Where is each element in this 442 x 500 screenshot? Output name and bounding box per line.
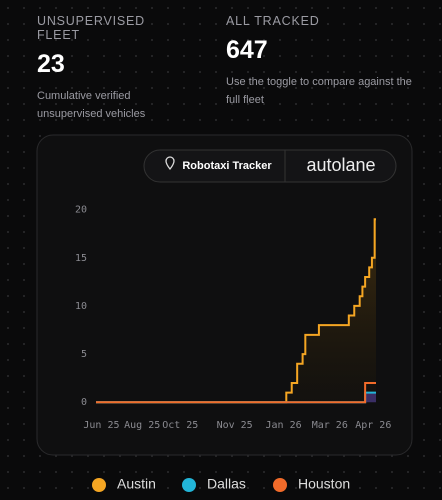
y-tick-label: 20	[75, 205, 87, 216]
legend-label: Dallas	[207, 476, 246, 492]
stat-note: Cumulative verified unsupervised vehicle…	[37, 90, 146, 120]
x-tick-label: Nov 25	[217, 420, 253, 431]
x-tick-label: Oct 25	[162, 420, 198, 431]
stat: UNSUPERVISED FLEET 23 Cumulative verifie…	[37, 14, 187, 123]
x-tick-label: Jun 25	[83, 420, 119, 431]
legend-swatch	[92, 478, 106, 492]
stat-value: 647	[226, 36, 268, 64]
y-tick-label: 0	[81, 397, 87, 408]
stat-label: ALL TRACKED	[226, 14, 320, 28]
legend-swatch	[273, 478, 287, 492]
tracker-label: Robotaxi Tracker	[182, 160, 272, 172]
y-tick-label: 10	[75, 301, 87, 312]
y-tick-label: 15	[75, 253, 87, 264]
toggle[interactable]	[143, 149, 397, 183]
x-tick-label: Mar 26	[312, 420, 348, 431]
series-line	[96, 218, 376, 404]
legend-label: Austin	[117, 476, 156, 492]
card	[36, 134, 413, 456]
x-tick-label: Apr 26	[355, 420, 391, 431]
legend-swatch	[182, 478, 196, 492]
y-tick-label: 5	[81, 349, 87, 360]
stat-value: 23	[37, 50, 65, 78]
stat-label: UNSUPERVISED FLEET	[37, 14, 146, 42]
legend-label: Houston	[298, 476, 350, 492]
stat: ALL TRACKED 647 Use the toggle to compar…	[226, 14, 416, 109]
stat-note: Use the toggle to compare against the fu…	[226, 76, 412, 106]
series-line	[96, 381, 376, 404]
pin-icon	[165, 156, 175, 171]
x-tick-label: Jan 26	[266, 420, 302, 431]
brand: autolane	[306, 155, 375, 175]
area	[96, 219, 376, 403]
x-tick-label: Aug 25	[124, 420, 160, 431]
